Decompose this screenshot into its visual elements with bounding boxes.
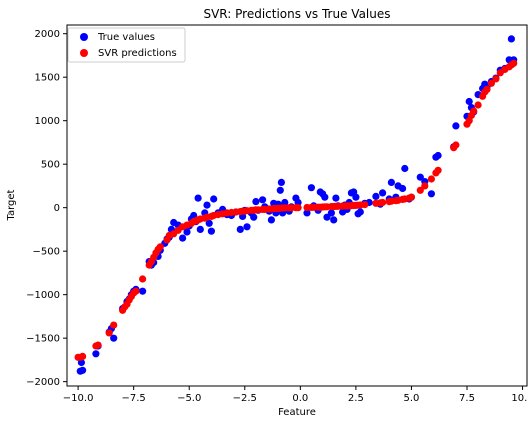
true-value-point-1 <box>79 366 87 374</box>
true-value-point-121 <box>507 35 515 43</box>
true-value-point-92 <box>379 189 387 197</box>
x-tick-label-5: 2.5 <box>348 393 364 404</box>
true-value-point-52 <box>259 196 267 204</box>
true-value-point-101 <box>416 173 424 181</box>
svr-prediction-point-5 <box>105 329 113 337</box>
true-value-point-77 <box>332 194 340 202</box>
true-value-point-33 <box>196 225 204 233</box>
y-tick-label-3: −500 <box>33 247 60 258</box>
true-value-point-3 <box>92 350 100 358</box>
x-axis-label: Feature <box>278 407 316 418</box>
svr-prediction-point-107 <box>474 101 482 109</box>
true-value-point-87 <box>356 208 364 216</box>
y-axis-label: Target <box>6 189 17 221</box>
true-value-point-55 <box>267 216 275 224</box>
chart-title: SVR: Predictions vs True Values <box>203 7 390 21</box>
legend-marker-true-values <box>80 33 88 41</box>
y-tick-label-5: 500 <box>41 160 60 171</box>
svr-prediction-point-2 <box>79 352 87 360</box>
svr-prediction-point-20 <box>156 243 164 251</box>
true-value-point-68 <box>307 184 315 192</box>
y-tick-label-2: −1000 <box>26 290 60 301</box>
svr-prediction-point-102 <box>452 141 460 149</box>
true-value-point-74 <box>323 213 331 221</box>
x-tick-label-1: −7.5 <box>122 393 146 404</box>
true-value-point-36 <box>205 219 213 227</box>
x-tick-label-7: 7.5 <box>459 393 475 404</box>
y-tick-label-6: 1000 <box>35 116 60 127</box>
x-tick-label-4: 0.0 <box>292 393 308 404</box>
true-value-point-75 <box>327 209 335 217</box>
svr-prediction-point-97 <box>421 182 429 190</box>
true-value-point-73 <box>321 193 329 201</box>
legend: True values SVR predictions <box>67 27 186 63</box>
svr-prediction-point-84 <box>361 201 369 209</box>
true-value-point-47 <box>243 223 251 231</box>
y-tick-label-8: 2000 <box>35 29 60 40</box>
x-tick-label-0: −10.0 <box>63 393 94 404</box>
true-value-point-44 <box>236 225 244 233</box>
svr-prediction-point-111 <box>487 79 495 87</box>
true-value-point-32 <box>194 194 202 202</box>
svr-prediction-point-112 <box>492 75 500 83</box>
y-tick-label-0: −2000 <box>26 377 60 388</box>
x-tick-label-8: 10.0 <box>511 393 528 404</box>
legend-label-true-values: True values <box>97 32 155 43</box>
y-axis: −2000 −1500 −1000 −500 0 500 1000 1500 2000 <box>26 29 67 388</box>
true-value-point-76 <box>330 216 338 224</box>
svr-prediction-point-87 <box>379 198 387 207</box>
true-value-point-67 <box>303 209 311 217</box>
plot-frame <box>66 24 528 387</box>
plot-area <box>74 35 518 375</box>
svr-prediction-point-100 <box>434 166 442 174</box>
true-value-point-90 <box>372 192 380 200</box>
svr-prediction-point-98 <box>427 175 435 183</box>
svr-prediction-point-14 <box>139 275 147 283</box>
x-tick-label-3: −2.5 <box>233 393 257 404</box>
svr-prediction-point-95 <box>407 193 415 201</box>
true-value-point-14 <box>139 287 147 295</box>
true-value-point-60 <box>277 178 285 186</box>
y-tick-label-4: 0 <box>54 203 60 214</box>
svr-prediction-point-106 <box>470 107 478 115</box>
svr-prediction-point-110 <box>483 85 491 93</box>
x-tick-label-2: −5.0 <box>177 393 201 404</box>
svr-prediction-point-96 <box>416 186 424 194</box>
svr-prediction-point-13 <box>132 287 140 295</box>
x-tick-label-6: 5.0 <box>403 393 419 404</box>
true-value-point-59 <box>276 186 284 194</box>
true-value-point-103 <box>427 190 435 198</box>
true-value-point-35 <box>203 201 211 209</box>
true-value-point-50 <box>252 198 260 206</box>
svr-prediction-point-117 <box>510 59 518 67</box>
true-value-point-49 <box>250 213 258 221</box>
legend-frame <box>67 27 186 63</box>
x-axis: −10.0 −7.5 −5.0 −2.5 0.0 2.5 5.0 7.5 10.0 <box>63 386 528 404</box>
true-value-point-98 <box>401 164 409 173</box>
true-value-point-26 <box>179 234 187 242</box>
true-value-point-27 <box>183 228 191 236</box>
legend-marker-svr-predictions <box>80 49 88 57</box>
true-value-point-7 <box>110 334 118 342</box>
y-tick-label-7: 1500 <box>35 73 60 84</box>
true-value-point-105 <box>434 151 442 160</box>
y-tick-label-1: −1500 <box>26 334 60 345</box>
true-value-point-62 <box>281 198 289 207</box>
true-value-point-38 <box>210 195 218 203</box>
svr-prediction-point-6 <box>110 321 118 329</box>
true-value-point-85 <box>352 193 360 201</box>
legend-label-svr-predictions: SVR predictions <box>98 48 177 59</box>
svr-prediction-point-62 <box>294 204 302 212</box>
true-value-point-109 <box>465 97 473 106</box>
true-value-point-97 <box>399 184 407 193</box>
true-value-point-37 <box>207 227 215 235</box>
svr-prediction-point-4 <box>94 341 102 349</box>
true-value-point-107 <box>452 122 460 130</box>
true-value-point-94 <box>387 178 395 186</box>
